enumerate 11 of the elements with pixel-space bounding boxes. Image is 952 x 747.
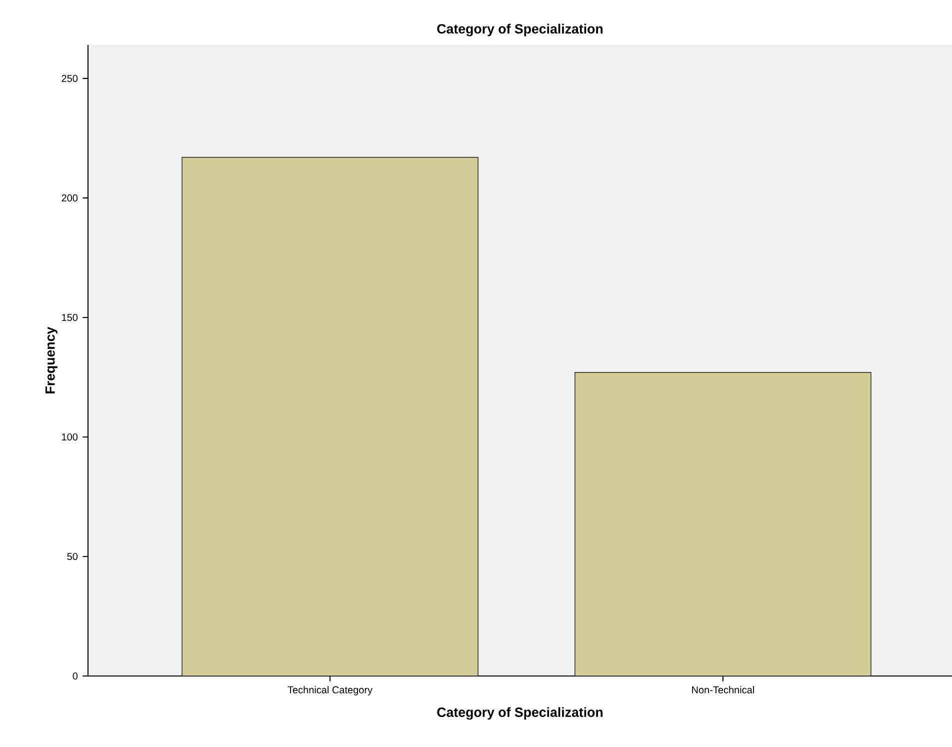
- x-axis-title: Category of Specialization: [437, 707, 603, 720]
- y-tick-label: 100: [62, 433, 78, 441]
- x-tick-label: Non-Technical: [692, 686, 754, 694]
- y-tick-label: 200: [62, 194, 78, 202]
- y-tick-label: 0: [72, 672, 78, 680]
- y-tick-label: 250: [62, 74, 78, 82]
- y-tick-label: 150: [62, 314, 78, 322]
- x-tick-label: Technical Category: [288, 686, 373, 696]
- chart-title: Category of Specialization: [437, 24, 603, 36]
- y-axis-title: Frequency: [46, 326, 58, 394]
- y-tick-label: 50: [67, 552, 78, 560]
